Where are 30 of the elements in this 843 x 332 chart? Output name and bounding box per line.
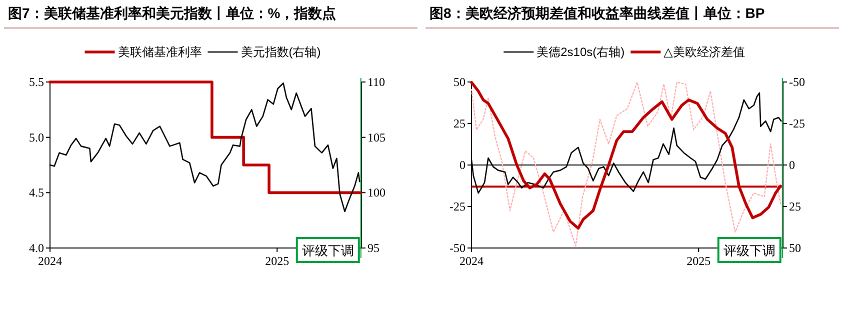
chart-title: 图8：美欧经济预期差值和收益率曲线差值丨单位：BP (430, 5, 765, 21)
y-tick-label: 4.0 (29, 241, 44, 255)
ref-line-label: 评级下调 (302, 243, 354, 258)
y-tick-label: 50 (454, 75, 466, 89)
y2-tick-label: 105 (368, 130, 386, 144)
ref-line-label: 评级下调 (723, 243, 776, 258)
y-tick-label: -25 (450, 200, 466, 214)
y2-tick-label: 0 (789, 158, 795, 172)
x-tick-label: 2025 (686, 254, 711, 268)
y-tick-label: -50 (450, 241, 466, 255)
y2-tick-label: -25 (789, 116, 805, 130)
chart-title: 图7：美联储基准利率和美元指数丨单位：%，指数点 (8, 5, 336, 21)
y2-tick-label: 50 (789, 241, 801, 255)
y2-tick-label: 100 (368, 186, 386, 200)
legend-label: △美欧经济差值 (664, 45, 745, 59)
x-tick-label: 2024 (38, 254, 62, 268)
y-tick-label: 5.5 (29, 75, 44, 89)
y2-tick-label: 110 (368, 75, 386, 89)
y2-tick-label: 25 (789, 200, 801, 214)
y2-tick-label: 95 (368, 241, 380, 255)
y-tick-label: 4.5 (29, 186, 44, 200)
y-tick-label: 0 (460, 158, 466, 172)
legend-label: 美联储基准利率 (118, 45, 202, 59)
y2-tick-label: -50 (789, 75, 805, 89)
legend-label: 美德2s10s(右轴) (536, 45, 625, 59)
y-tick-label: 25 (454, 116, 466, 130)
y-tick-label: 5.0 (29, 130, 44, 144)
legend-label: 美元指数(右轴) (240, 45, 321, 59)
x-tick-label: 2024 (460, 254, 484, 268)
x-tick-label: 2025 (265, 254, 290, 268)
